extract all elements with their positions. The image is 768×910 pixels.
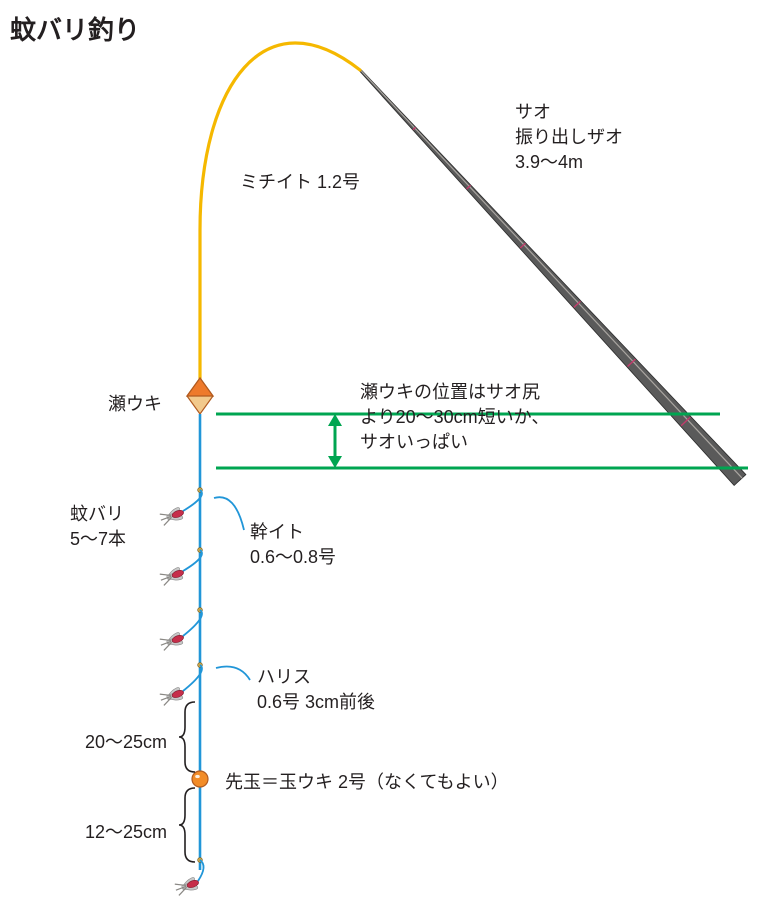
span-12-25-label: 12～25cm xyxy=(85,820,167,845)
pointer-line xyxy=(214,497,244,530)
size-bracket xyxy=(179,702,195,772)
float-position-note: 瀬ウキの位置はサオ尻 より20～30cm短いか、 サオいっぱい xyxy=(360,380,549,456)
rod-label: サオ 振り出しザオ 3.9～4m xyxy=(515,100,623,176)
trunk-line-label: 幹イト 0.6～0.8号 xyxy=(250,520,336,570)
harris-label: ハリス 0.6号 3cm前後 xyxy=(257,665,375,715)
fly-hook-icon xyxy=(158,564,186,587)
fly-hook-icon xyxy=(173,874,201,897)
float-label: 瀬ウキ xyxy=(108,392,162,417)
fly-hook-icon xyxy=(158,629,186,652)
size-bracket xyxy=(179,788,195,862)
ball-float-icon xyxy=(192,771,208,787)
main-line xyxy=(200,43,360,380)
fly-hook-icon xyxy=(158,504,186,527)
ball-float-label: 先玉＝玉ウキ 2号（なくてもよい） xyxy=(225,770,509,795)
fly-hook-icon xyxy=(158,684,186,707)
diagram-title: 蚊バリ釣り xyxy=(10,10,140,47)
pointer-line xyxy=(216,667,250,681)
fly-hook-count-label: 蚊バリ 5～7本 xyxy=(70,502,126,552)
span-20-25-label: 20～25cm xyxy=(85,730,167,755)
mainline-label: ミチイト 1.2号 xyxy=(240,170,360,195)
